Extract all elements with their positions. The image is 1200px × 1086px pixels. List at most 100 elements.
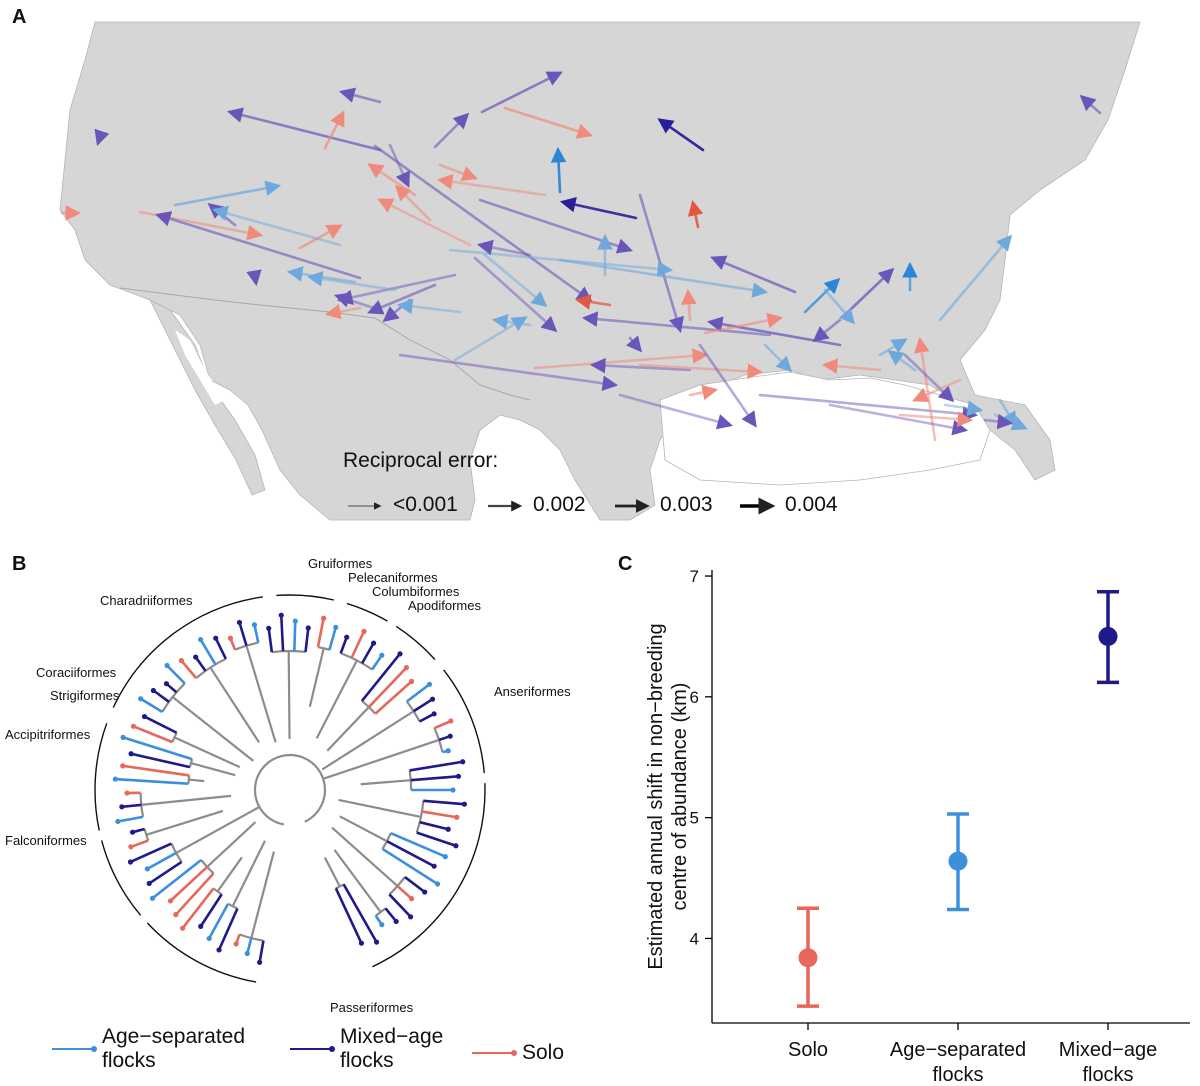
internal-branch [188,778,205,783]
tip-branch [152,689,170,703]
tip-branch [293,621,297,652]
shift-arrow [706,316,842,347]
tip-branch [384,907,398,923]
shift-arrow [763,343,793,373]
panel-c-chart: C 4 5 6 7 Estimated annual shift in non−bree… [600,545,1200,1086]
shift-arrow [710,255,797,294]
tip-branch [410,775,459,782]
order-label-passeriformes: Passeriformes [330,1000,414,1015]
tip-node [141,713,148,720]
tip-branch [360,653,401,702]
shift-arrow [823,288,856,325]
y-tick-label: 6 [690,688,699,707]
tip-node [115,818,121,825]
tip-branch [388,893,412,918]
tip-node [119,804,125,810]
shift-arrow [367,283,437,315]
tip-node [149,895,156,901]
internal-branch [250,851,275,939]
tip-node [233,941,239,947]
shift-arrow [94,128,110,146]
internal-arc [212,887,223,896]
order-label-strigiformes: Strigiformes [50,688,120,703]
tip-branch [129,842,172,864]
shift-arrow [943,400,984,416]
tip-node [445,748,451,754]
shift-arrow [476,239,532,257]
tip-node [193,654,199,660]
estimate-mixed-age-flocks [1097,589,1119,685]
internal-arc [361,700,377,715]
tip-node [434,881,441,887]
tip-node [150,687,157,694]
internal-branch [173,736,241,769]
internal-arc [317,645,330,651]
tip-branch [328,626,338,651]
panel-b-letter: B [12,553,27,575]
tip-node [460,759,466,765]
tip-node [373,939,380,945]
tip-node [408,678,415,684]
order-label-gruiformes: Gruiformes [308,556,373,571]
shift-arrow [298,224,343,250]
legend-age-separated-line2: flocks [102,1049,156,1072]
internal-branch [141,794,232,806]
tip-node [321,615,327,621]
tip-branch [350,630,366,659]
shift-arrow [559,197,638,220]
tip-branch [381,847,439,886]
tip-node [129,829,136,835]
tip-branch [419,820,449,831]
legend-mixed-age: Mixed−age flocks [290,1025,443,1073]
internal-branch [331,826,399,887]
shift-arrow [338,87,382,104]
internal-branch [287,650,291,739]
tip-node [448,718,454,724]
tip-node [445,826,451,832]
tip-branch [404,876,426,894]
tip-branch [121,803,142,809]
tip-node [454,814,460,820]
reciprocal-error-key-2: 0.002 [533,493,586,516]
tip-branch [130,752,191,769]
shift-arrow [903,353,955,403]
point-estimate [948,851,968,871]
shift-arrow [336,273,457,305]
tip-node [236,619,243,626]
tip-branch [342,883,378,943]
shift-arrow [938,234,1013,322]
point-estimate [1098,626,1118,646]
tip-branch [169,865,208,902]
order-label-pelecaniformes: Pelecaniformes [348,570,438,585]
tip-branch [316,618,325,648]
shift-arrow [394,184,432,222]
tip-node [146,880,152,887]
tip-branch [199,893,223,928]
tip-branch [130,839,149,849]
internal-branch [321,710,415,771]
tip-node [206,935,212,942]
tip-branch [279,615,285,652]
shift-arrow [912,378,962,403]
shift-arrow [589,357,692,374]
panel-b-phylogeny: B Charadriiformes Gruiformes Pelecanifor… [0,545,600,1086]
tip-branch [386,840,435,868]
order-bracket [276,594,335,601]
order-bracket [372,783,486,968]
shift-arrow [803,277,841,314]
internal-arc [408,770,413,791]
tip-node [167,898,174,904]
tip-node [358,940,365,946]
legend-solo: Solo [472,1041,564,1065]
y-tick-label: 5 [690,809,699,828]
shift-arrow [638,363,764,380]
internal-branch [171,696,254,762]
internal-arc [375,907,387,917]
internal-arc [170,843,183,863]
shift-arrow [211,205,342,247]
order-bracket [146,922,257,983]
reciprocal-error-key-arrows [348,497,776,515]
tip-branch [406,683,431,703]
shift-arrow [438,163,478,181]
y-axis-label-line1: Estimated annual shift in non−breeding [645,623,667,969]
